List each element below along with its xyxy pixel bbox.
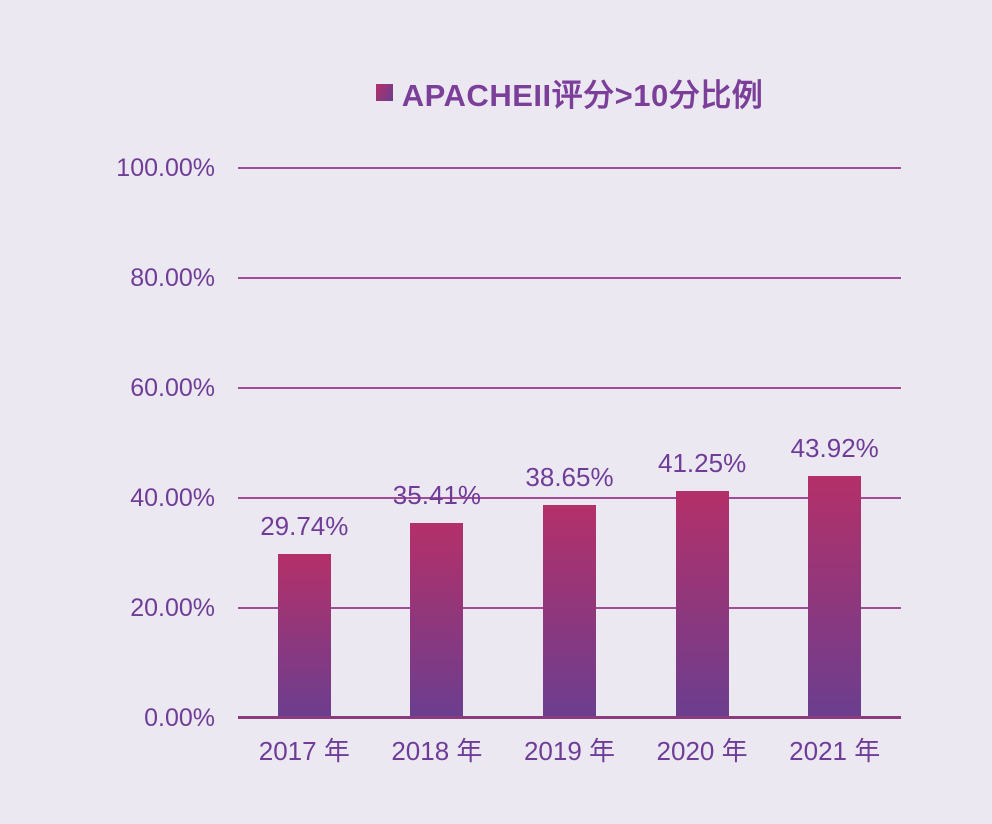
y-axis-tick-label: 60.00% bbox=[130, 374, 215, 402]
plot-area: 29.74% 35.41% 38.65% 41.25% 43.92% bbox=[238, 167, 901, 719]
y-axis-tick-label: 100.00% bbox=[116, 154, 215, 182]
gridline bbox=[238, 167, 901, 169]
bar-value-label: 35.41% bbox=[392, 479, 481, 510]
bar-2019年 bbox=[543, 505, 596, 718]
bar-value-label: 38.65% bbox=[525, 461, 614, 492]
legend-marker-icon bbox=[375, 83, 393, 101]
x-axis-tick-label: 2018 年 bbox=[391, 736, 483, 766]
y-axis-tick-label: 20.00% bbox=[130, 594, 215, 622]
bar-2018年 bbox=[410, 523, 464, 718]
y-axis-tick-label: 80.00% bbox=[130, 264, 215, 292]
x-axis-line bbox=[238, 716, 901, 719]
bar-2020年 bbox=[675, 491, 729, 718]
x-axis-tick-label: 2021 年 bbox=[789, 736, 881, 766]
x-axis-tick-label: 2017 年 bbox=[258, 736, 350, 766]
gridline bbox=[238, 497, 901, 499]
y-axis-tick-label: 40.00% bbox=[130, 484, 215, 512]
gridline bbox=[238, 387, 901, 389]
x-axis-tick-label: 2020 年 bbox=[656, 736, 748, 766]
bar-2017年 bbox=[277, 554, 331, 718]
x-axis-tick-label: 2019 年 bbox=[523, 736, 616, 766]
bar-value-label: 43.92% bbox=[790, 432, 879, 463]
chart-title: APACHEII评分>10分比例 bbox=[401, 77, 764, 113]
y-axis-tick-label: 0.00% bbox=[144, 704, 215, 732]
bar-value-label: 29.74% bbox=[260, 510, 349, 541]
gridline bbox=[238, 277, 901, 279]
bar-2021年 bbox=[808, 476, 862, 718]
x-axis: 2017 年 2018 年 2019 年 2020 年 2021 年 bbox=[238, 733, 901, 773]
chart-header: APACHEII评分>10分比例 bbox=[238, 70, 901, 114]
y-axis: 0.00% 20.00% 40.00% 60.00% 80.00% 100.00% bbox=[70, 154, 215, 732]
bar-value-label: 41.25% bbox=[658, 447, 747, 478]
